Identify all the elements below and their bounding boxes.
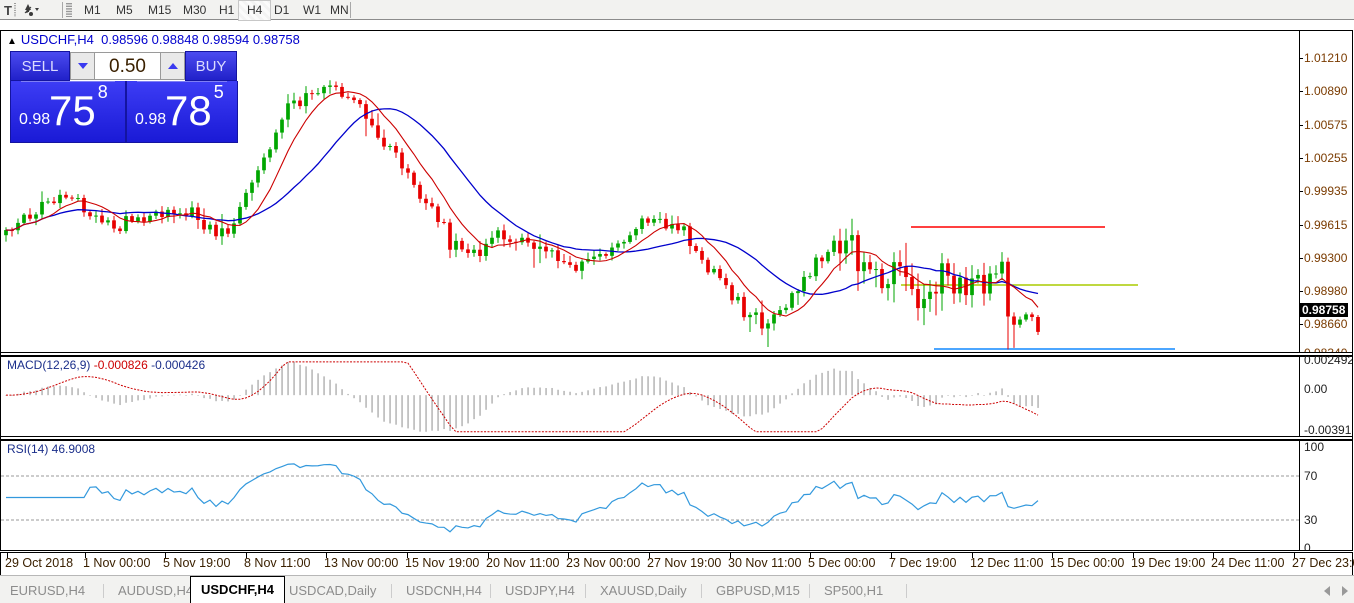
svg-text:T: T xyxy=(4,3,12,18)
